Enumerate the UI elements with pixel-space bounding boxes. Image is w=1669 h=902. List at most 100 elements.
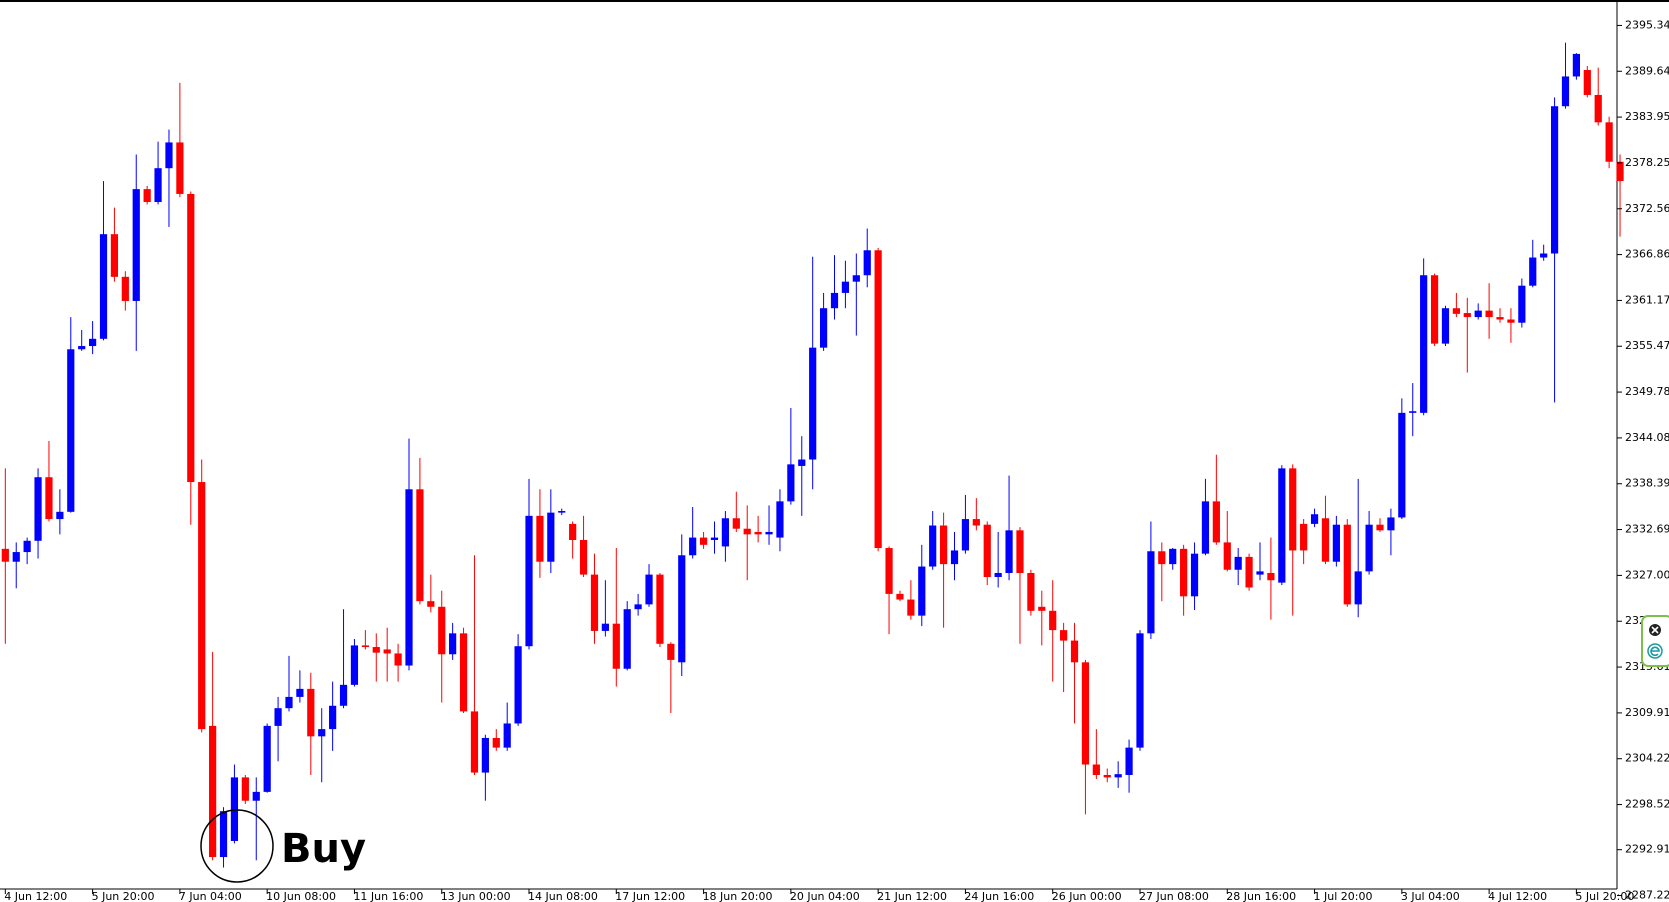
candle-body [1070, 640, 1079, 663]
candle-body [1420, 275, 1428, 413]
candle-body [23, 540, 31, 553]
candle-body [601, 623, 609, 631]
candle-body [252, 791, 260, 801]
side-widget[interactable] [1641, 615, 1669, 667]
candle-body [1332, 524, 1340, 562]
candle-body [1016, 530, 1024, 573]
candle-body [787, 464, 795, 502]
candle-body [1452, 308, 1460, 314]
candle-body [1561, 76, 1570, 107]
x-tick-label: 7 Jun 04:00 [179, 890, 242, 902]
buy-circle [200, 809, 274, 883]
candle-body [732, 518, 740, 529]
candle-body [569, 523, 577, 540]
y-tick-label: 2349.780 [1625, 385, 1669, 398]
candle-body [863, 250, 871, 276]
candle-body [514, 646, 522, 724]
candle-body [1605, 122, 1613, 162]
candle-body [1321, 518, 1330, 562]
candle-body [1485, 310, 1493, 318]
y-tick-label: 2378.255 [1625, 156, 1669, 169]
candle-body [852, 275, 860, 282]
y-tick-label: 2383.950 [1625, 110, 1669, 123]
candle-body [110, 234, 119, 277]
candle-body [427, 601, 435, 607]
candle-body [1147, 551, 1155, 634]
candle-body [1616, 161, 1624, 182]
x-tick-label: 27 Jun 08:00 [1139, 890, 1209, 902]
candle-body [1441, 308, 1450, 344]
candle-body [405, 489, 413, 666]
candle-body [1430, 275, 1439, 344]
close-cross [1651, 626, 1659, 634]
candle-body [1081, 662, 1090, 765]
candle-body [89, 338, 97, 347]
x-tick-label: 10 Jun 08:00 [266, 890, 336, 902]
candle-body [12, 552, 20, 562]
candle-body [885, 548, 893, 594]
candle-body [416, 489, 424, 602]
candle-body [383, 649, 391, 654]
candles [1, 42, 1624, 868]
candle-body [121, 276, 129, 301]
candle-body [481, 737, 489, 773]
x-tick-label: 5 Jun 20:00 [92, 890, 155, 902]
candle-body [667, 643, 675, 660]
candle-body [525, 515, 533, 647]
candle-body [274, 708, 282, 726]
candle-body [1540, 253, 1548, 258]
candle-body [1365, 524, 1373, 572]
y-tick-label: 2344.085 [1625, 431, 1669, 444]
candle-body [536, 515, 544, 562]
candle-body [154, 168, 162, 202]
candle-body [1409, 411, 1417, 413]
candle-body [1234, 556, 1242, 570]
candle-body [263, 725, 271, 792]
candle-body [34, 477, 42, 541]
candle-body [209, 725, 217, 858]
candle-body [372, 647, 380, 653]
candle-body [1049, 610, 1057, 631]
x-tick-label: 4 Jun 12:00 [4, 890, 67, 902]
candle-body [809, 347, 817, 460]
candle-body [645, 574, 653, 605]
candle-body [689, 537, 697, 556]
x-tick-label: 24 Jun 16:00 [964, 890, 1034, 902]
x-tick-label: 28 Jun 16:00 [1226, 890, 1296, 902]
y-tick-label: 2309.915 [1625, 706, 1669, 719]
y-tick-label: 2298.525 [1625, 798, 1669, 811]
candle-body [285, 696, 293, 709]
candle-body [394, 653, 402, 666]
candle-body [296, 688, 304, 697]
candle-body [1190, 553, 1199, 597]
y-tick-label: 2361.170 [1625, 293, 1669, 306]
candle-body [1103, 774, 1111, 778]
candle-body [1518, 285, 1526, 323]
candle-body [721, 518, 729, 547]
candle-body [1572, 53, 1580, 77]
candle-body [1289, 468, 1297, 551]
candle-body [1550, 106, 1559, 254]
candle-body [165, 142, 173, 169]
candle-body [1180, 548, 1188, 597]
candle-body [972, 519, 980, 526]
candle-body [361, 645, 369, 648]
candle-body [547, 512, 555, 562]
e-glyph [1650, 646, 1660, 657]
candle-body [1300, 523, 1308, 551]
y-tick-label: 2389.645 [1625, 64, 1669, 77]
x-tick-label: 21 Jun 12:00 [877, 890, 947, 902]
candle-body [874, 250, 882, 549]
candle-body [1136, 633, 1144, 748]
x-tick-label: 14 Jun 08:00 [528, 890, 598, 902]
candle-body [1387, 517, 1395, 531]
candle-body [187, 193, 195, 483]
candle-body [961, 519, 970, 551]
candle-body [1376, 524, 1384, 531]
candle-body [449, 633, 457, 655]
candle-body [579, 539, 588, 575]
candle-body [132, 189, 140, 301]
candle-body [1343, 524, 1351, 605]
